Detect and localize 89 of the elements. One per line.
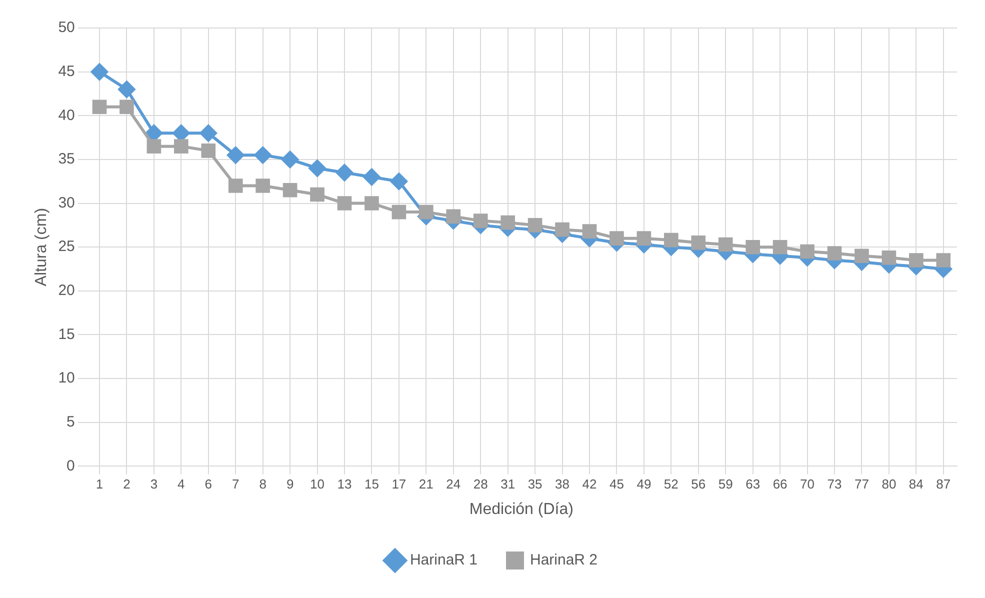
point [120,100,134,114]
point [446,209,461,224]
point [827,246,842,260]
point [555,222,570,237]
x-tick-label: 45 [609,476,624,492]
point [500,215,515,230]
y-tick-label: 20 [58,282,75,300]
x-tick-label: 80 [882,476,896,492]
point [392,204,406,220]
point [118,80,136,98]
y-axis-title: Altura (cm) [33,208,50,286]
x-tick-label: 13 [337,476,352,492]
legend-label: HarinaR 2 [530,552,598,569]
x-tick-label: 31 [500,476,516,492]
x-tick-label: 24 [446,476,461,492]
point [310,187,324,202]
x-tick-label: 4 [178,476,185,492]
x-tick-label: 2 [123,476,130,492]
point [256,178,270,193]
x-axis-title: Medición (Día) [469,500,574,518]
x-tick-label: 87 [936,476,951,492]
point [936,253,951,268]
point [772,240,788,254]
point [882,250,896,265]
point [636,231,652,246]
point [336,164,353,182]
x-tick-label: 9 [286,476,294,492]
y-tick-label: 5 [66,414,75,431]
x-tick-label: 7 [232,476,240,492]
x-tick-label: 38 [555,476,570,492]
point [528,218,542,232]
point [363,168,380,186]
point [473,214,488,228]
x-tick-label: 52 [664,476,678,492]
y-tick-label: 0 [66,457,75,474]
x-tick-label: 10 [310,476,325,492]
y-tick-label: 25 [58,238,75,256]
x-tick-label: 56 [691,476,706,492]
point [746,240,760,254]
x-tick-label: 70 [800,476,815,492]
y-tick-label: 35 [58,150,75,168]
x-tick-label: 21 [418,476,434,492]
point [582,224,597,238]
point [390,172,408,190]
point [854,248,869,264]
point [909,253,924,268]
point [364,196,379,210]
y-tick-label: 45 [58,62,75,80]
point [228,178,243,193]
point [146,139,162,154]
x-tick-label: 49 [636,476,652,492]
point [800,244,814,259]
x-tick-label: 42 [582,476,597,492]
x-tick-label: 63 [746,476,760,492]
point [90,63,108,80]
x-tick-label: 28 [473,476,488,492]
x-tick-label: 6 [204,476,212,492]
x-tick-label: 8 [259,476,266,492]
point [337,196,352,210]
point [419,204,434,220]
point [200,124,217,142]
y-tick-label: 15 [58,326,75,343]
x-tick-label: 84 [908,476,924,492]
point [308,160,326,177]
y-tick-label: 40 [58,106,75,124]
x-tick-label: 3 [150,476,158,492]
y-tick-label: 30 [58,194,75,212]
x-tick-label: 35 [528,476,542,492]
x-tick-label: 73 [827,476,842,492]
y-tick-label: 10 [58,370,75,387]
point [174,139,188,154]
legend-label: HarinaR 1 [410,552,478,569]
point [254,146,272,164]
point [92,100,107,114]
point [282,182,298,198]
point [664,232,678,248]
x-tick-label: 66 [772,476,788,492]
x-tick-label: 77 [854,476,869,492]
x-tick-label: 1 [96,476,104,492]
y-tick-label: 50 [58,19,75,36]
x-tick-label: 15 [364,476,379,492]
point [201,144,216,158]
x-tick-label: 17 [392,476,406,492]
point [282,150,299,168]
point [610,231,624,246]
point [718,237,733,252]
point [227,146,244,164]
x-tick-label: 59 [718,476,733,492]
point [691,236,706,250]
